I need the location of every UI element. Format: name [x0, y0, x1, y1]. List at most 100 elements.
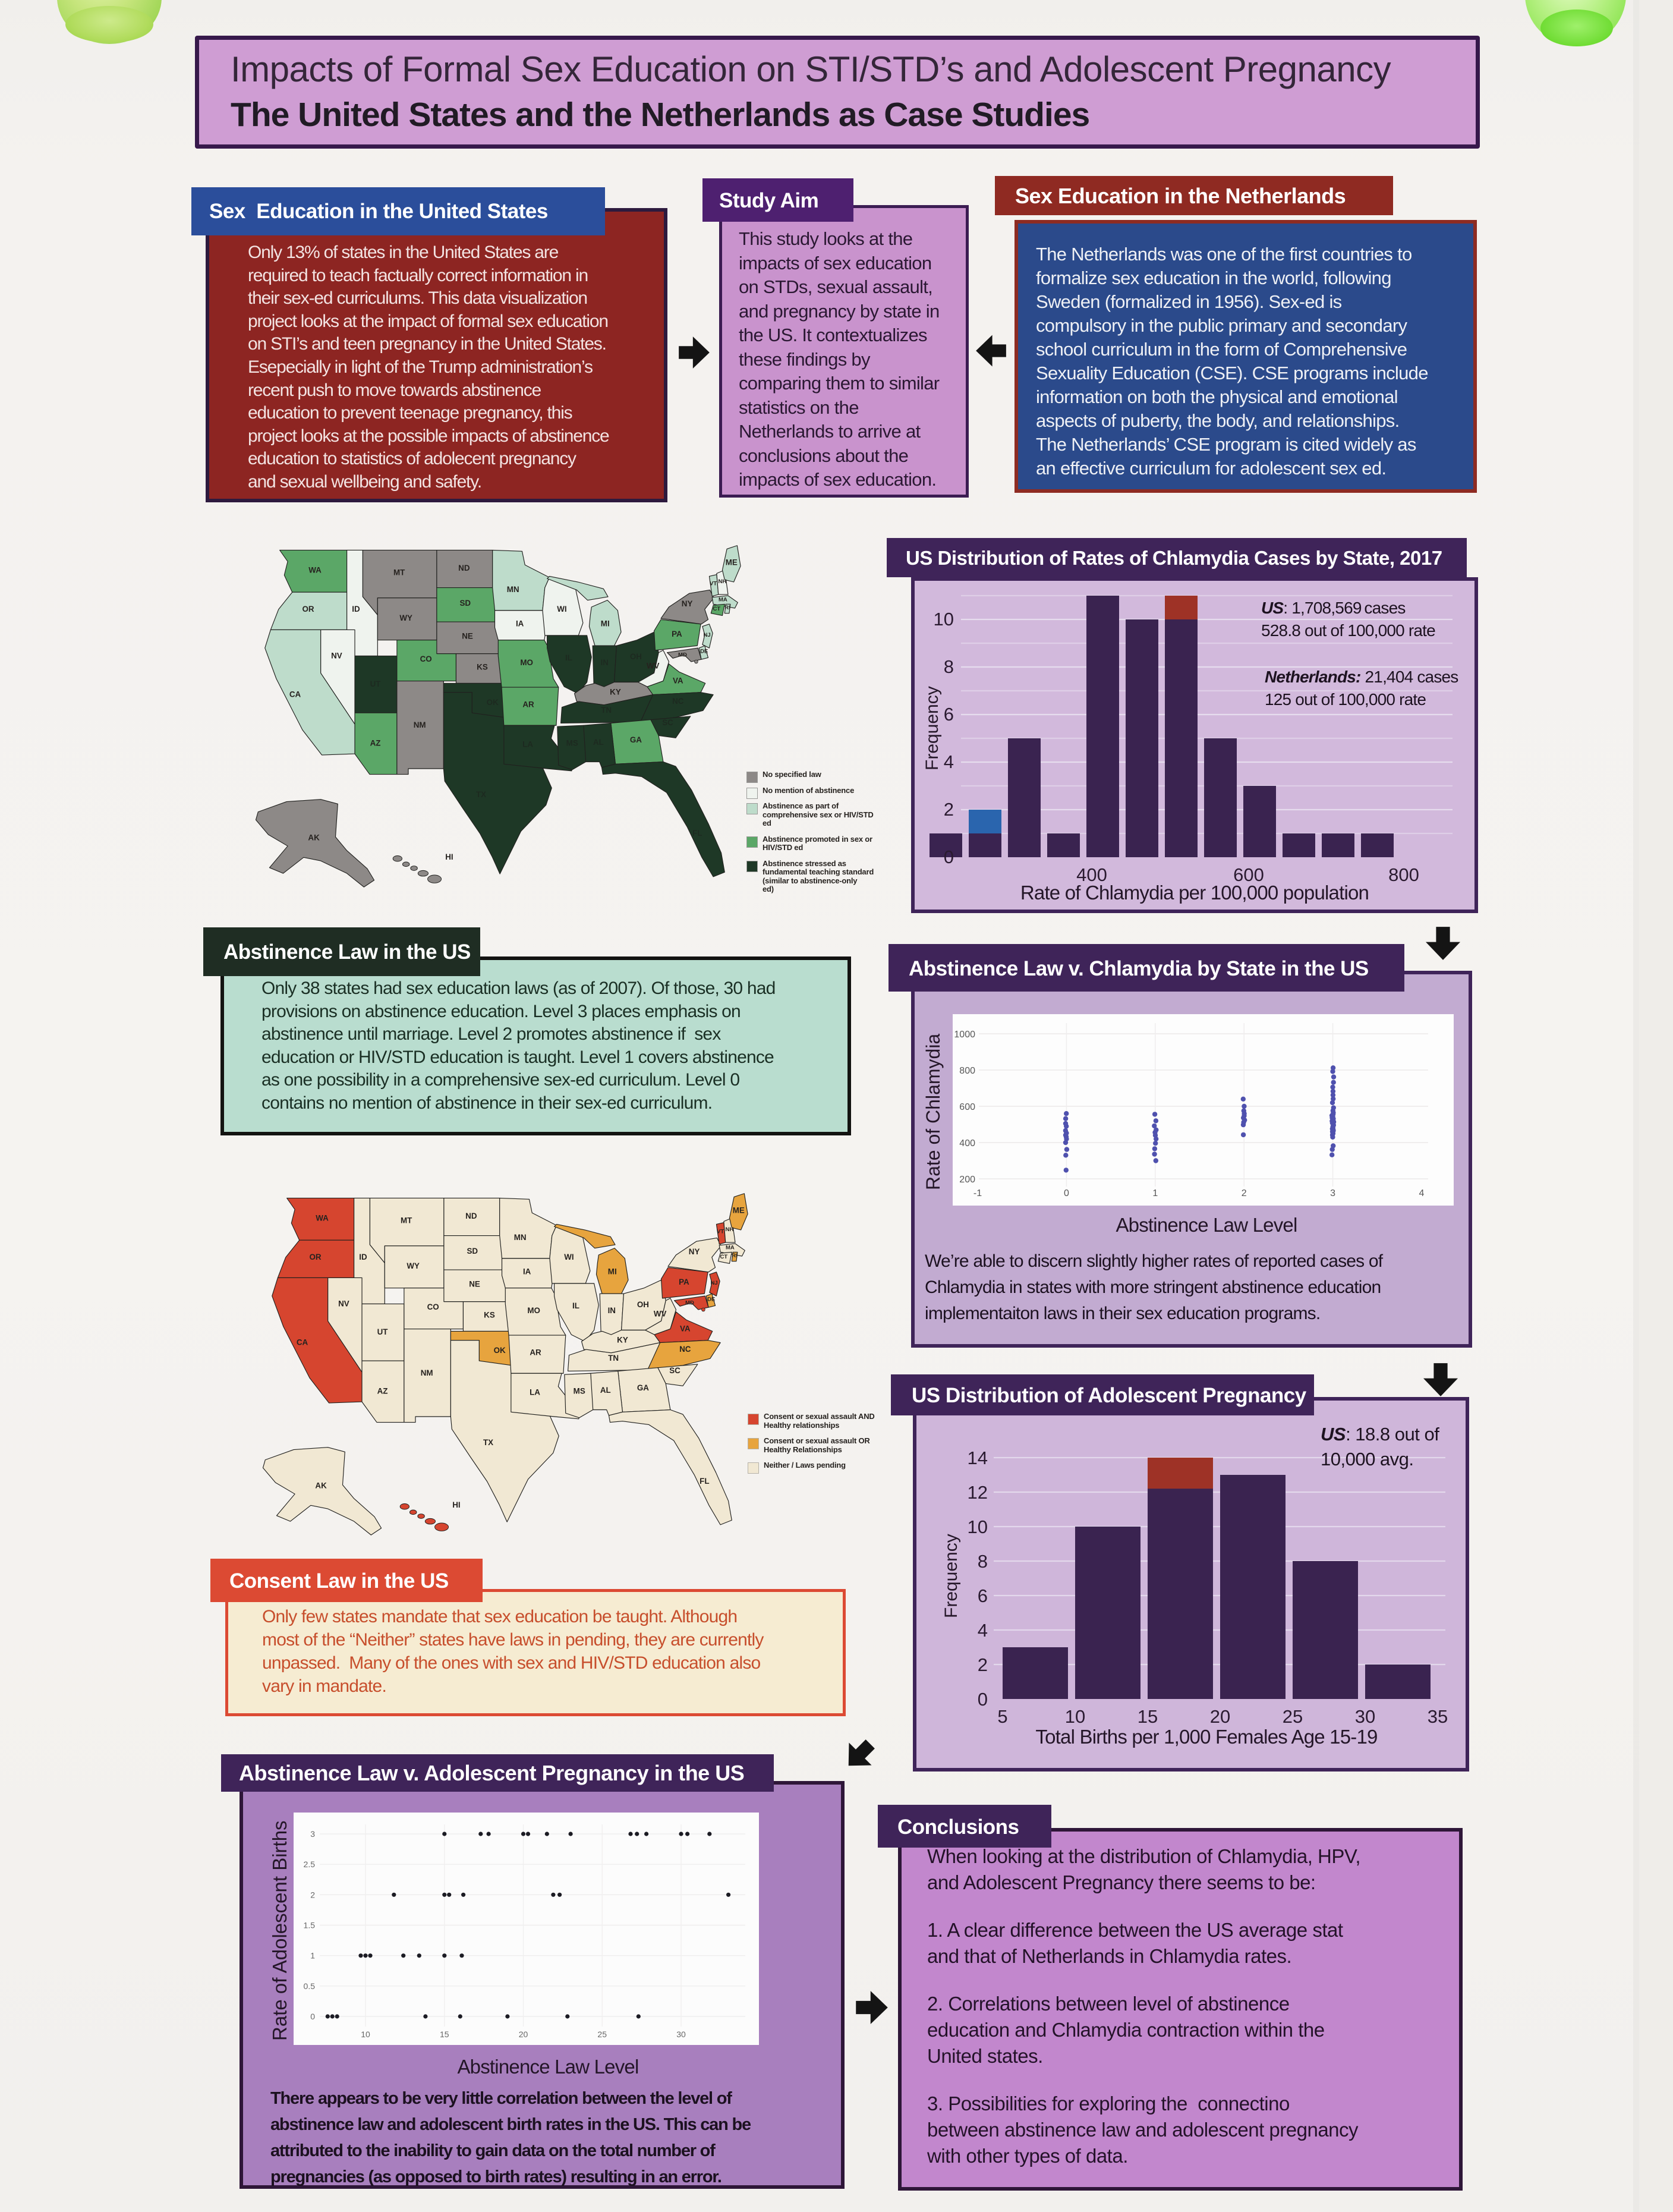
svg-text:VA: VA [680, 1324, 691, 1333]
svg-text:VA: VA [673, 676, 683, 685]
svg-text:4: 4 [944, 751, 954, 772]
svg-text:MA: MA [726, 1245, 735, 1251]
svg-text:600: 600 [959, 1102, 975, 1112]
svg-text:10: 10 [934, 609, 954, 630]
svg-text:2: 2 [310, 1890, 315, 1899]
svg-text:6: 6 [978, 1585, 988, 1606]
svg-text:10: 10 [1065, 1706, 1085, 1727]
svg-text:VT: VT [710, 581, 717, 587]
svg-text:AL: AL [600, 1386, 611, 1395]
svg-text:LA: LA [530, 1388, 540, 1397]
svg-text:ID: ID [359, 1253, 367, 1261]
svg-text:KY: KY [610, 688, 621, 697]
svg-text:GA: GA [630, 735, 642, 744]
svg-text:ND: ND [465, 1212, 477, 1220]
svg-text:IA: IA [516, 619, 524, 628]
svg-text:OK: OK [487, 698, 499, 707]
svg-text:1.5: 1.5 [304, 1921, 316, 1930]
svg-text:OK: OK [494, 1346, 506, 1355]
svg-text:NM: NM [414, 720, 426, 729]
svg-text:MN: MN [514, 1233, 527, 1242]
svg-text:2: 2 [978, 1654, 988, 1675]
svg-text:0: 0 [310, 2012, 315, 2021]
svg-text:NM: NM [421, 1368, 433, 1377]
svg-text:RI: RI [724, 605, 730, 611]
svg-text:10: 10 [968, 1516, 988, 1537]
svg-text:PA: PA [679, 1278, 689, 1286]
svg-text:FL: FL [700, 1477, 709, 1486]
svg-text:MD: MD [685, 1299, 694, 1306]
svg-text:TN: TN [608, 1354, 619, 1363]
svg-text:3: 3 [310, 1829, 315, 1839]
svg-text:35: 35 [1428, 1706, 1448, 1727]
svg-text:30: 30 [676, 2029, 686, 2039]
svg-text:CO: CO [420, 655, 432, 663]
svg-text:CA: CA [297, 1338, 308, 1346]
svg-text:1: 1 [310, 1951, 315, 1961]
svg-text:IN: IN [608, 1306, 616, 1315]
svg-text:MS: MS [574, 1387, 585, 1396]
svg-text:CT: CT [720, 1254, 728, 1260]
svg-text:5: 5 [997, 1706, 1007, 1727]
svg-text:GA: GA [637, 1383, 649, 1392]
svg-text:MA: MA [719, 597, 727, 603]
svg-text:WI: WI [564, 1253, 574, 1261]
svg-text:TX: TX [476, 790, 486, 799]
svg-text:WI: WI [557, 605, 566, 613]
svg-text:-1: -1 [973, 1188, 982, 1198]
svg-text:MI: MI [601, 619, 610, 628]
svg-text:800: 800 [1388, 864, 1419, 885]
svg-text:4: 4 [1419, 1188, 1425, 1198]
svg-text:MO: MO [527, 1306, 540, 1315]
svg-text:OH: OH [637, 1300, 649, 1309]
svg-text:SD: SD [459, 599, 471, 608]
svg-text:OH: OH [630, 652, 642, 661]
svg-text:MT: MT [393, 568, 405, 577]
svg-text:30: 30 [1355, 1706, 1375, 1727]
svg-text:0.5: 0.5 [304, 1981, 316, 1991]
svg-text:8: 8 [978, 1551, 988, 1572]
svg-text:2: 2 [1242, 1188, 1247, 1198]
svg-text:ND: ND [458, 564, 470, 572]
svg-text:TN: TN [601, 706, 612, 715]
svg-text:AL: AL [593, 738, 604, 747]
svg-text:LA: LA [522, 740, 533, 749]
svg-text:25: 25 [1283, 1706, 1303, 1727]
svg-text:NY: NY [682, 599, 693, 608]
svg-text:WY: WY [399, 613, 412, 622]
svg-text:IL: IL [565, 653, 572, 662]
svg-text:WA: WA [316, 1214, 329, 1223]
svg-text:15: 15 [440, 2029, 449, 2039]
svg-text:CO: CO [427, 1302, 439, 1311]
svg-text:1000: 1000 [954, 1030, 975, 1040]
svg-text:200: 200 [959, 1175, 975, 1185]
svg-text:2.5: 2.5 [304, 1859, 316, 1869]
svg-text:SC: SC [662, 718, 673, 727]
svg-text:OR: OR [302, 605, 314, 613]
svg-text:ME: ME [726, 558, 738, 567]
svg-text:600: 600 [1233, 864, 1264, 885]
svg-text:3: 3 [1330, 1188, 1335, 1198]
svg-text:IN: IN [601, 658, 609, 667]
svg-text:AR: AR [522, 700, 534, 709]
svg-text:400: 400 [959, 1138, 975, 1149]
svg-text:NJ: NJ [703, 632, 710, 638]
svg-text:4: 4 [978, 1620, 988, 1641]
svg-text:DE: DE [700, 649, 708, 655]
svg-text:NC: NC [672, 697, 684, 706]
svg-text:8: 8 [944, 656, 954, 677]
svg-text:MD: MD [678, 652, 687, 658]
svg-text:MN: MN [507, 585, 519, 594]
svg-text:NY: NY [689, 1247, 700, 1256]
svg-text:CT: CT [713, 606, 721, 612]
svg-text:UT: UT [377, 1327, 389, 1336]
svg-text:SD: SD [467, 1247, 478, 1256]
svg-text:KY: KY [617, 1336, 628, 1345]
svg-text:25: 25 [597, 2029, 607, 2039]
svg-text:0: 0 [944, 847, 954, 867]
svg-text:NH: NH [726, 1226, 734, 1233]
svg-text:12: 12 [968, 1482, 988, 1503]
svg-text:SC: SC [669, 1366, 680, 1375]
svg-text:UT: UT [370, 679, 382, 688]
svg-text:OR: OR [309, 1253, 321, 1261]
